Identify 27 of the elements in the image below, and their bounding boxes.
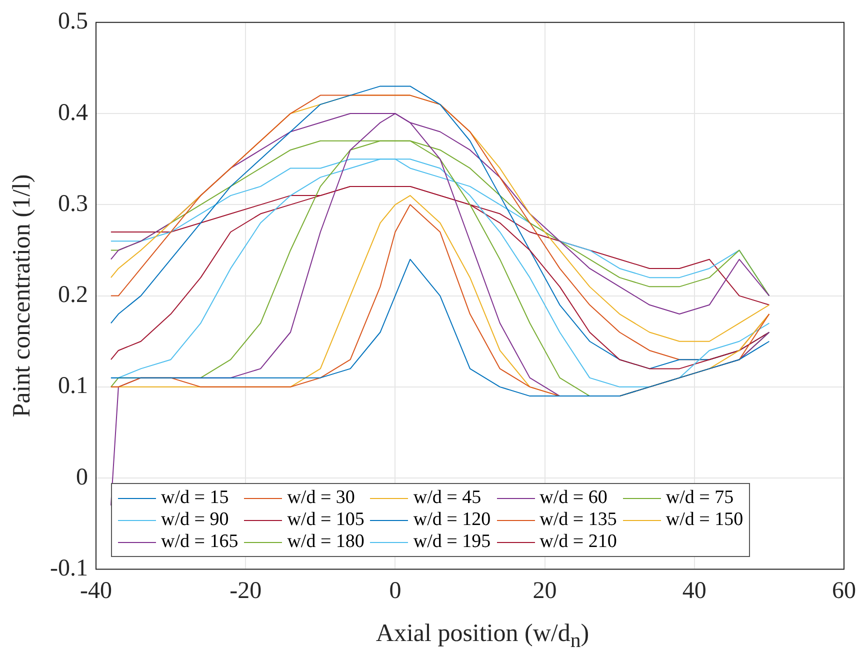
legend-label: w/d = 180: [287, 531, 364, 554]
legend-label: w/d = 150: [666, 509, 744, 532]
y-tick-label: 0.1: [58, 373, 88, 400]
x-axis-title: Axial position (w/d$_{n}$): [374, 620, 590, 653]
y-tick-label: 0.5: [58, 8, 88, 35]
x-tick-label: 40: [682, 578, 706, 604]
x-tick-label: 20: [532, 578, 557, 604]
y-tick-label: 0: [76, 464, 88, 490]
legend-label: w/d = 135: [540, 509, 617, 532]
x-tick-label: 0: [389, 578, 402, 604]
legend-label: w/d = 60: [540, 487, 608, 510]
x-tick-label: 60: [832, 578, 856, 604]
x-tick-label: -20: [230, 578, 262, 604]
legend-label: w/d = 30: [287, 487, 355, 510]
y-tick-label: 0.3: [58, 190, 88, 217]
y-tick-label: 0.4: [58, 100, 88, 126]
legend-label: w/d = 105: [287, 509, 364, 532]
y-axis-title: Paint concentration (1/l): [8, 174, 36, 418]
legend-label: w/d = 15: [160, 487, 229, 510]
legend-label: w/d = 120: [413, 509, 491, 532]
legend-label: w/d = 45: [413, 487, 482, 510]
legend-label: w/d = 195: [413, 531, 491, 554]
legend-label: w/d = 90: [160, 509, 229, 532]
legend-label: w/d = 75: [666, 487, 734, 510]
y-tick-label: 0.2: [58, 282, 88, 308]
legend-label: w/d = 165: [160, 531, 238, 554]
legend-label: w/d = 210: [540, 531, 617, 554]
